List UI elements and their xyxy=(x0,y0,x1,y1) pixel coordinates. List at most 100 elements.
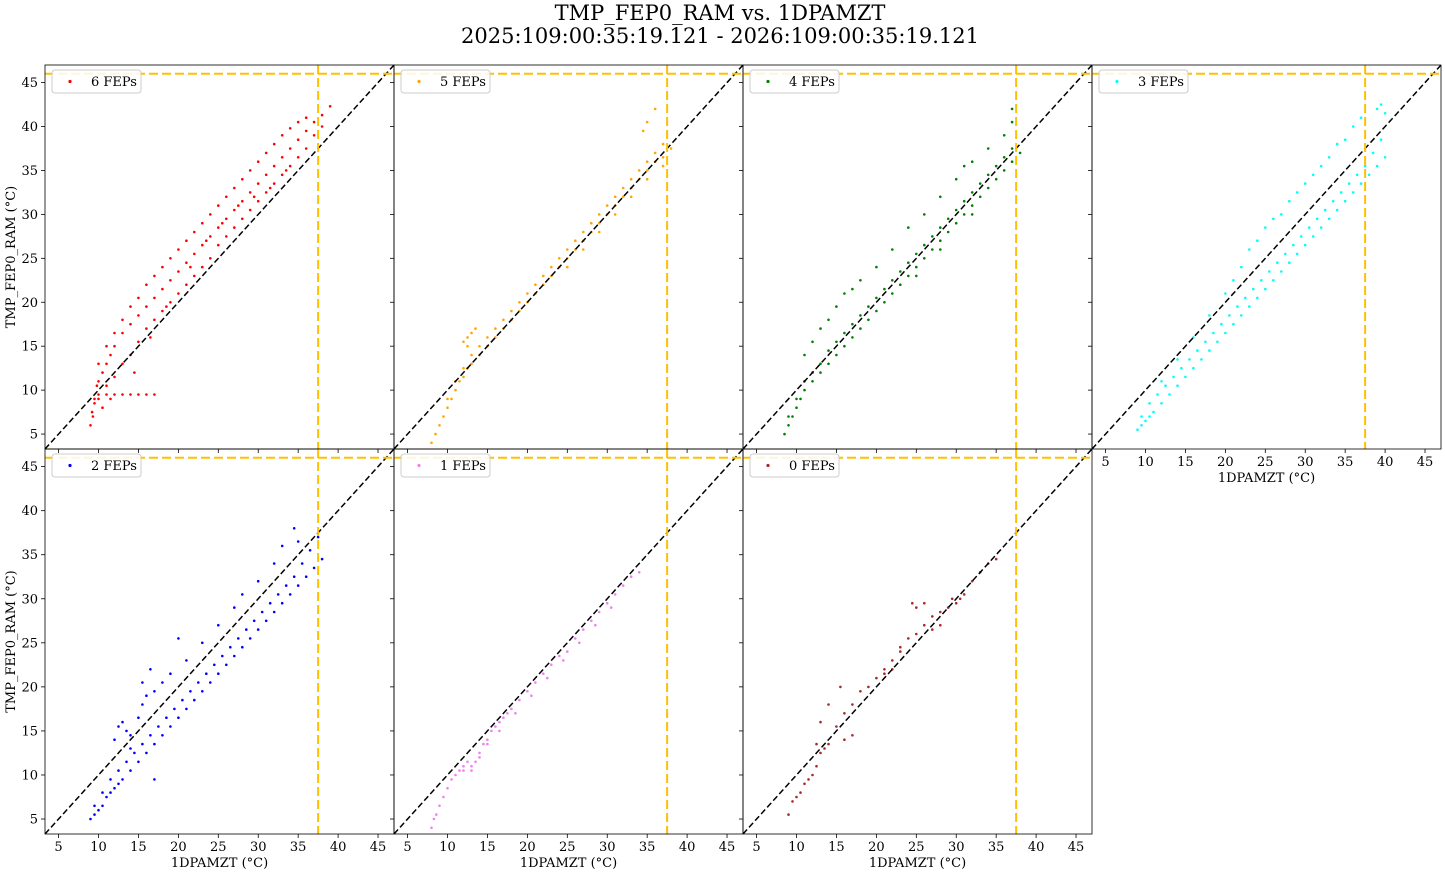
data-point xyxy=(137,340,140,344)
legend: 2 FEPs xyxy=(51,453,142,478)
data-point xyxy=(1319,164,1323,168)
data-point xyxy=(137,393,140,396)
data-point xyxy=(954,601,958,605)
data-point xyxy=(482,742,485,746)
data-point xyxy=(613,195,617,199)
data-point xyxy=(1295,252,1299,256)
x-tick-label: 15 xyxy=(1177,455,1194,470)
data-point xyxy=(229,645,232,649)
data-point xyxy=(466,336,469,339)
data-point xyxy=(1236,305,1239,308)
data-point xyxy=(237,637,240,640)
data-point xyxy=(450,778,453,781)
data-point xyxy=(141,681,144,684)
data-point xyxy=(153,778,156,781)
data-point xyxy=(1010,107,1014,111)
legend: 1 FEPs xyxy=(400,453,491,478)
data-point xyxy=(494,725,497,728)
data-point xyxy=(1248,248,1251,251)
data-point xyxy=(145,305,148,308)
data-point xyxy=(653,107,657,111)
data-point xyxy=(950,597,954,601)
data-point xyxy=(153,690,156,693)
data-point xyxy=(1156,393,1159,396)
data-point xyxy=(811,340,814,344)
data-point xyxy=(462,340,465,344)
y-tick-label: 45 xyxy=(21,460,38,475)
data-point xyxy=(109,778,112,781)
data-point xyxy=(783,432,786,436)
data-point xyxy=(1383,112,1387,115)
data-point xyxy=(954,221,958,225)
data-point xyxy=(1240,265,1243,269)
identity-line xyxy=(743,449,1092,834)
data-point xyxy=(272,182,276,185)
data-point xyxy=(105,795,108,799)
data-point xyxy=(113,375,116,379)
data-point xyxy=(597,610,601,614)
data-point xyxy=(446,786,449,790)
panel-5: 5 10 15 20 25 30 35 40 45 5 10 15 20 25 30 35 40 45 1DPAMZ… xyxy=(4,448,395,871)
x-tick-label: 15 xyxy=(479,840,496,855)
data-point xyxy=(268,601,272,605)
data-point xyxy=(121,393,124,396)
data-point xyxy=(225,235,228,238)
data-point xyxy=(474,760,477,764)
data-point xyxy=(296,156,300,159)
data-point xyxy=(125,729,128,733)
data-point xyxy=(237,204,240,207)
data-point xyxy=(899,650,902,653)
x-tick-label: 10 xyxy=(1137,455,1154,470)
legend: 5 FEPs xyxy=(400,69,491,94)
data-point xyxy=(260,610,264,614)
data-point xyxy=(1244,296,1247,300)
data-point xyxy=(819,751,822,755)
data-point xyxy=(1272,279,1275,282)
data-point xyxy=(248,208,252,212)
data-point xyxy=(799,397,802,401)
data-point xyxy=(288,147,292,150)
legend: 3 FEPs xyxy=(1098,69,1189,94)
data-point xyxy=(153,318,156,322)
data-point xyxy=(597,213,601,216)
data-point xyxy=(978,195,982,199)
data-point xyxy=(1140,415,1143,418)
data-point xyxy=(169,279,172,282)
data-point xyxy=(221,221,224,225)
data-point xyxy=(141,742,144,746)
data-point xyxy=(566,248,569,251)
data-point xyxy=(1196,349,1199,352)
data-point xyxy=(791,800,794,803)
data-point xyxy=(105,344,108,348)
data-point xyxy=(233,654,236,658)
data-point xyxy=(843,344,846,348)
data-point xyxy=(641,129,645,133)
data-point xyxy=(923,243,926,247)
x-tick-label: 40 xyxy=(679,840,696,855)
x-tick-label: 25 xyxy=(1257,455,1274,470)
data-point xyxy=(177,270,180,273)
data-point xyxy=(931,628,934,631)
x-tick-label: 15 xyxy=(130,840,147,855)
data-point xyxy=(217,226,220,229)
data-point xyxy=(280,544,284,548)
data-point xyxy=(93,804,96,808)
y-tick-label: 40 xyxy=(21,504,38,519)
data-point xyxy=(962,213,966,216)
data-point xyxy=(915,265,918,269)
data-point xyxy=(1204,340,1207,344)
data-point xyxy=(462,764,465,768)
data-point xyxy=(450,397,453,401)
data-point xyxy=(669,147,673,150)
data-point xyxy=(89,817,92,821)
data-point xyxy=(276,593,280,596)
data-point xyxy=(137,760,140,764)
data-point xyxy=(121,318,124,322)
data-point xyxy=(1224,331,1227,335)
data-point xyxy=(201,690,204,693)
data-point xyxy=(582,248,585,251)
data-point xyxy=(478,756,481,759)
data-point xyxy=(605,601,609,605)
data-point xyxy=(113,786,116,790)
